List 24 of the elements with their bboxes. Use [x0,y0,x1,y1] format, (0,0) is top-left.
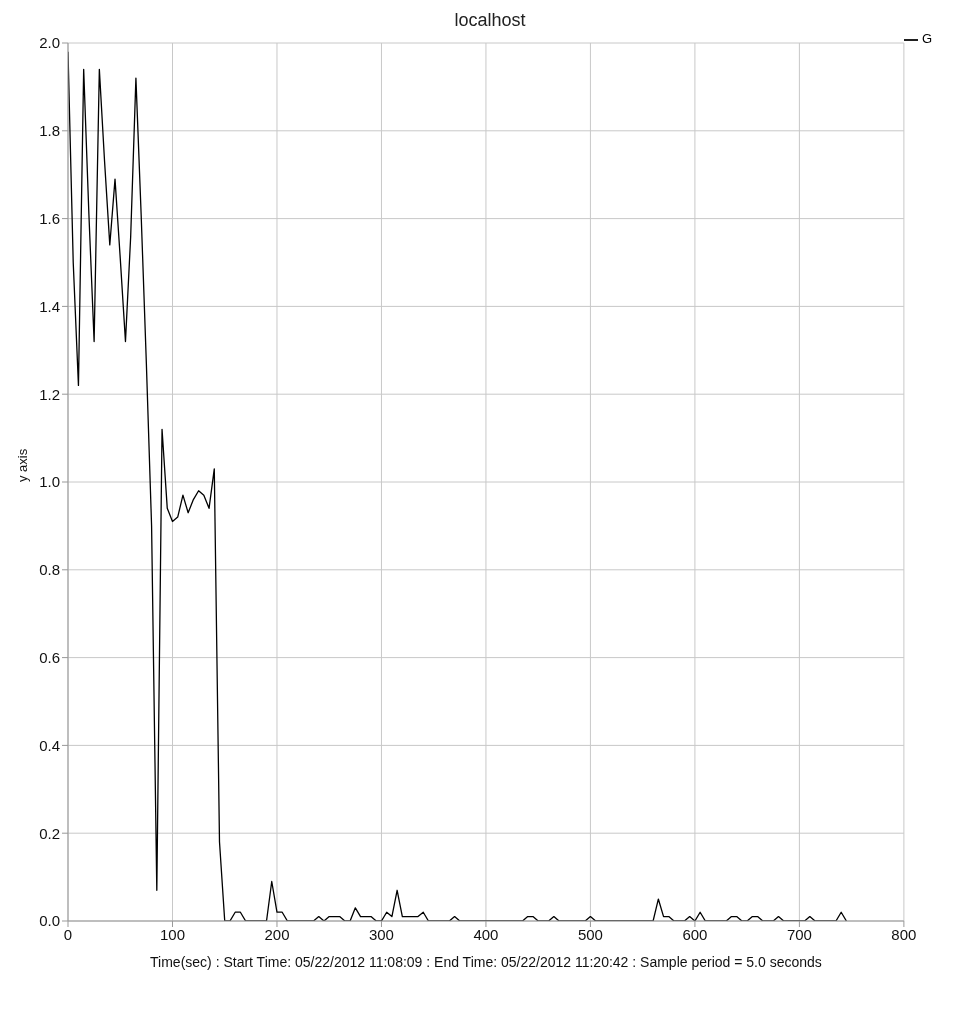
x-tick-label: 700 [786,925,812,943]
y-tick-label: 1.2 [39,385,60,403]
y-tick-label: 0.6 [39,648,60,666]
y-axis-title: y axis [14,448,30,482]
x-tick-label: 800 [891,925,917,943]
x-axis-title: Time(sec) : Start Time: 05/22/2012 11:08:09 : End Time: 05/22/2012 11:20:42 : Sample period = 5.0 seconds [150,954,822,970]
y-tick-label: 0.4 [39,736,60,754]
x-tick-label: 100 [159,925,185,943]
legend-label: G [921,31,932,46]
y-tick-label: 1.8 [39,122,60,140]
chart-title: localhost [453,10,527,31]
x-tick-label: 600 [682,925,708,943]
y-tick-label: 0.2 [39,824,60,842]
y-tick-label: 0.8 [39,561,60,579]
x-tick-label: 500 [577,925,603,943]
x-tick-label: 400 [473,925,499,943]
y-tick-label: 2.0 [39,34,60,52]
x-tick-label: 300 [368,925,394,943]
x-tick-label: 0 [63,925,73,943]
y-tick-label: 1.6 [39,209,60,227]
x-tick-label: 200 [264,925,290,943]
y-tick-label: 1.0 [39,473,60,491]
y-tick-label: 1.4 [39,297,60,315]
y-tick-label: 0.0 [39,912,60,930]
